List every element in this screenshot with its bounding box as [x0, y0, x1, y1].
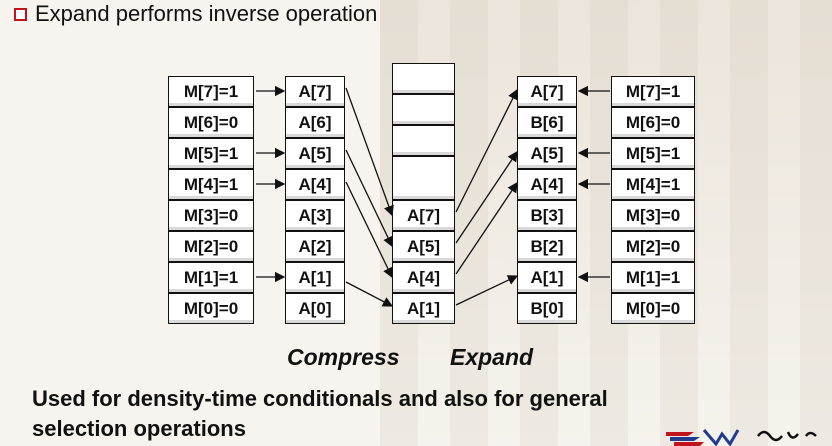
compress-arrow	[345, 87, 394, 217]
mask-right-cell: M[6]=0	[611, 107, 695, 138]
mask-left-cell: M[7]=1	[168, 76, 254, 107]
compressed-cell: A[4]	[392, 262, 455, 293]
compress-arrow	[345, 281, 394, 307]
footer-line-2: selection operations	[32, 416, 246, 441]
compress-arrow	[345, 181, 393, 279]
compressed-cell: A[7]	[392, 200, 455, 231]
expanded-cell: A[4]	[517, 169, 577, 200]
mask-right-cell: M[0]=0	[611, 293, 695, 324]
compressed-empty-cell	[392, 63, 455, 94]
mask-right-cell: M[4]=1	[611, 169, 695, 200]
mask-right-cell: M[5]=1	[611, 138, 695, 169]
a-vector-cell: A[5]	[285, 138, 345, 169]
a-vector-cell: A[4]	[285, 169, 345, 200]
expanded-cell: B[6]	[517, 107, 577, 138]
mask-left-cell: M[1]=1	[168, 262, 254, 293]
expanded-cell: A[5]	[517, 138, 577, 169]
bullet-text: Expand performs inverse operation	[35, 1, 378, 26]
mask-left-cell: M[5]=1	[168, 138, 254, 169]
compressed-cell: A[5]	[392, 231, 455, 262]
expanded-cell: B[0]	[517, 293, 577, 324]
bullet-item: Expand performs inverse operation	[14, 1, 378, 26]
mask-left-cell: M[4]=1	[168, 169, 254, 200]
mask-left-cell: M[6]=0	[168, 107, 254, 138]
institution-logo-icon	[666, 429, 817, 446]
footer-line-1: Used for density-time conditionals and a…	[32, 386, 608, 411]
mask-left-cell: M[0]=0	[168, 293, 254, 324]
expanded-cell: B[2]	[517, 231, 577, 262]
checkbox-bullet-icon	[14, 7, 27, 21]
compressed-empty-cell	[392, 156, 455, 200]
a-vector-cell: A[0]	[285, 293, 345, 324]
mask-left-cell: M[2]=0	[168, 231, 254, 262]
mask-right-cell: M[7]=1	[611, 76, 695, 107]
mask-right-cell: M[3]=0	[611, 200, 695, 231]
mask-right-cell: M[1]=1	[611, 262, 695, 293]
a-vector-cell: A[7]	[285, 76, 345, 107]
mask-right-cell: M[2]=0	[611, 231, 695, 262]
compress-caption: Compress	[287, 344, 400, 370]
compressed-cell: A[1]	[392, 293, 455, 324]
expand-arrow	[455, 88, 518, 213]
expand-arrow	[455, 275, 519, 306]
expand-caption: Expand	[450, 344, 534, 370]
compressed-empty-cell	[392, 125, 455, 156]
a-vector-cell: A[3]	[285, 200, 345, 231]
a-vector-cell: A[1]	[285, 262, 345, 293]
a-vector-cell: A[6]	[285, 107, 345, 138]
compressed-empty-cell	[392, 94, 455, 125]
mask-left-cell: M[3]=0	[168, 200, 254, 231]
compress-arrow	[345, 149, 393, 248]
footer-text: Used for density-time conditionals and a…	[32, 384, 732, 444]
expand-arrow	[455, 150, 518, 244]
expanded-cell: A[1]	[517, 262, 577, 293]
expand-arrow	[455, 181, 518, 275]
a-vector-cell: A[2]	[285, 231, 345, 262]
background-ruins	[380, 0, 832, 446]
expanded-cell: B[3]	[517, 200, 577, 231]
expanded-cell: A[7]	[517, 76, 577, 107]
